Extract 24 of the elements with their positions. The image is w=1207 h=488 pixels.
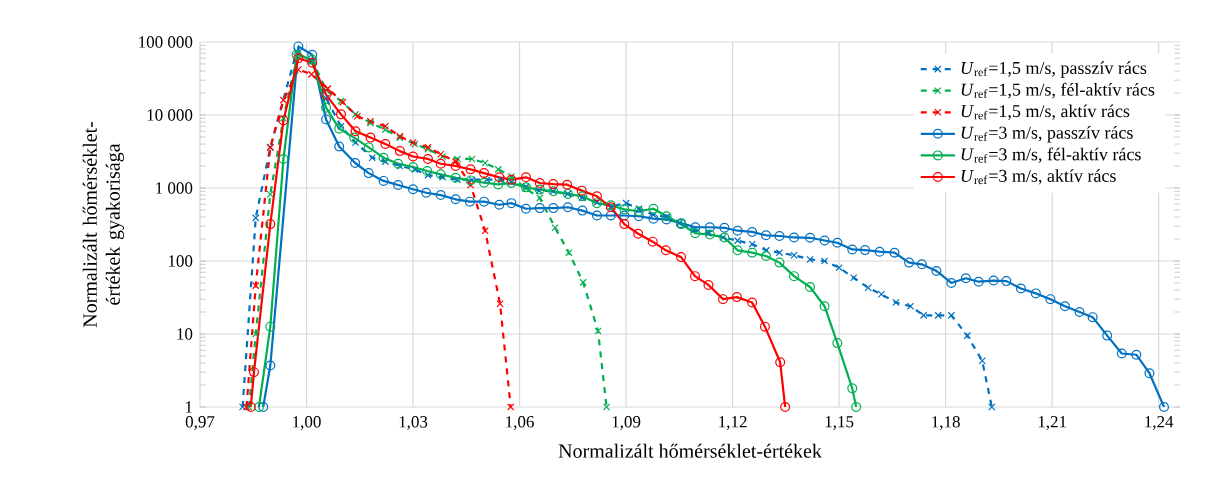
x-tick-label: 0,97 (185, 416, 215, 430)
legend-label: U$_{ref}$=3 m/s, fél-aktív rács (961, 147, 1141, 163)
x-tick-label: 1,24 (1145, 416, 1174, 430)
y-tick-label: 1 000 (156, 182, 193, 194)
x-axis-title: Normalizált hőmérséklet-értékek (558, 443, 822, 458)
legend-label: U$_{ref}$=3 m/s, passzív rács (961, 126, 1133, 143)
y-tick-label: 1 (185, 401, 192, 413)
x-tick-label: 1,12 (719, 416, 747, 430)
y-tick-label: 10 000 (147, 109, 193, 121)
y-axis-title: Normalizált hőmérséklet-értékek gyakorisága (82, 121, 124, 328)
y-tick-label: 10 (177, 328, 193, 340)
x-tick-label: 1,00 (293, 416, 321, 430)
y-tick-label: 100 000 (139, 36, 193, 48)
legend-label: U$_{ref}$=1,5 m/s, fél-aktív rács (961, 82, 1155, 99)
legend-label: U$_{ref}$=1,5 m/s, passzív rács (961, 61, 1147, 78)
x-tick-label: 1,03 (399, 416, 428, 430)
x-tick-label: 1,15 (825, 416, 854, 430)
legend-label: U$_{ref}$=3 m/s, aktív rács (961, 169, 1116, 185)
y-tick-label: 100 (168, 255, 193, 267)
x-tick-label: 1,09 (612, 416, 641, 430)
x-tick-label: 1,06 (506, 416, 534, 430)
x-tick-label: 1,18 (932, 416, 960, 430)
legend-label: U$_{ref}$=1,5 m/s, aktív rács (961, 104, 1130, 120)
x-tick-label: 1,21 (1038, 416, 1066, 430)
